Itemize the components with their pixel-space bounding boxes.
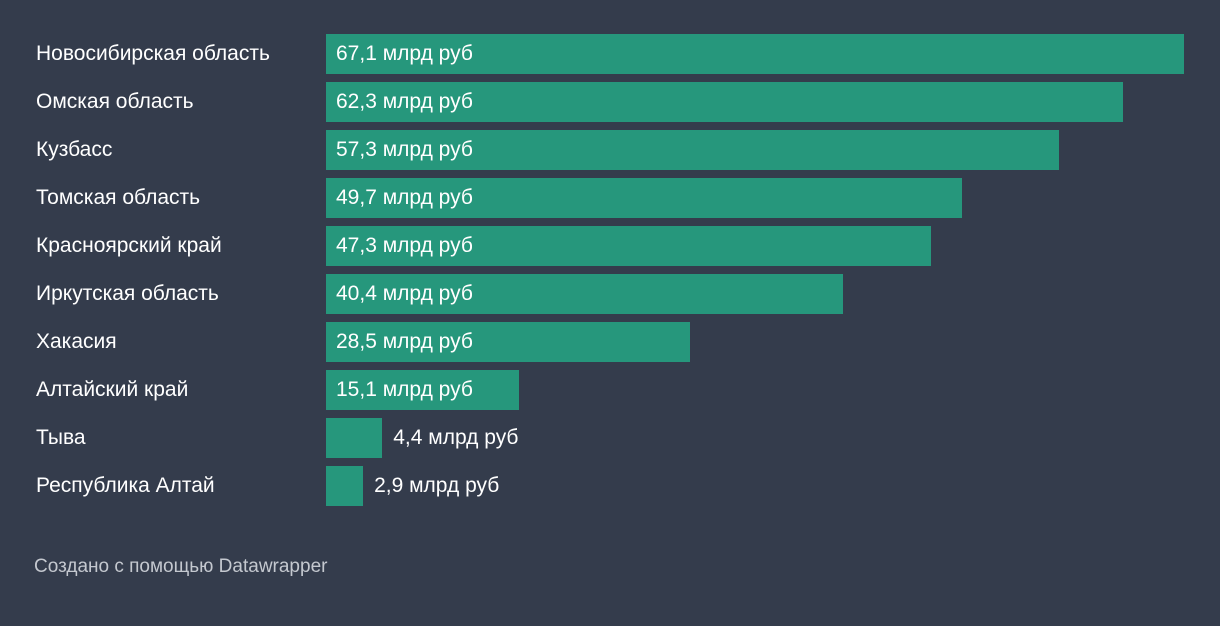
bar xyxy=(326,370,520,410)
bar xyxy=(326,82,1123,122)
bar-row: Кузбасс 57,3 млрд руб xyxy=(0,130,1220,170)
category-label: Кузбасс xyxy=(36,138,113,161)
category-label: Тыва xyxy=(36,426,86,449)
bar xyxy=(326,226,931,266)
bar-chart: Новосибирская область 67,1 млрд руб Омская… xyxy=(0,34,1220,506)
category-label: Алтайский край xyxy=(36,378,189,401)
bar xyxy=(326,274,843,314)
bar xyxy=(326,418,383,458)
footer-credit: Создано с помощью Datawrapper xyxy=(34,556,328,577)
value-label: 49,7 млрд руб xyxy=(336,186,473,209)
bar xyxy=(326,178,962,218)
category-label: Хакасия xyxy=(36,330,117,353)
value-label: 4,4 млрд руб xyxy=(393,426,519,449)
bar xyxy=(326,466,364,506)
bar-row: Алтайский край 15,1 млрд руб xyxy=(0,370,1220,410)
category-label: Томская область xyxy=(36,186,201,209)
value-label: 2,9 млрд руб xyxy=(374,474,500,497)
bar-row: Томская область 49,7 млрд руб xyxy=(0,178,1220,218)
bar xyxy=(326,34,1184,74)
bar xyxy=(326,322,691,362)
bar-row: Иркутская область 40,4 млрд руб xyxy=(0,274,1220,314)
category-label: Иркутская область xyxy=(36,282,219,305)
bar-row: Тыва 4,4 млрд руб xyxy=(0,418,1220,458)
value-label: 47,3 млрд руб xyxy=(336,234,473,257)
bar-row: Новосибирская область 67,1 млрд руб xyxy=(0,34,1220,74)
category-label: Новосибирская область xyxy=(36,42,270,65)
value-label: 62,3 млрд руб xyxy=(336,90,473,113)
value-label: 28,5 млрд руб xyxy=(336,330,473,353)
bar-row: Омская область 62,3 млрд руб xyxy=(0,82,1220,122)
value-label: 57,3 млрд руб xyxy=(336,138,473,161)
bar-row: Республика Алтай 2,9 млрд руб xyxy=(0,466,1220,506)
category-label: Красноярский край xyxy=(36,234,222,257)
category-label: Омская область xyxy=(36,90,194,113)
bar-row: Хакасия 28,5 млрд руб xyxy=(0,322,1220,362)
value-label: 67,1 млрд руб xyxy=(336,42,473,65)
bar-row: Красноярский край 47,3 млрд руб xyxy=(0,226,1220,266)
value-label: 40,4 млрд руб xyxy=(336,282,473,305)
bar xyxy=(326,130,1059,170)
value-label: 15,1 млрд руб xyxy=(336,378,473,401)
category-label: Республика Алтай xyxy=(36,474,215,497)
